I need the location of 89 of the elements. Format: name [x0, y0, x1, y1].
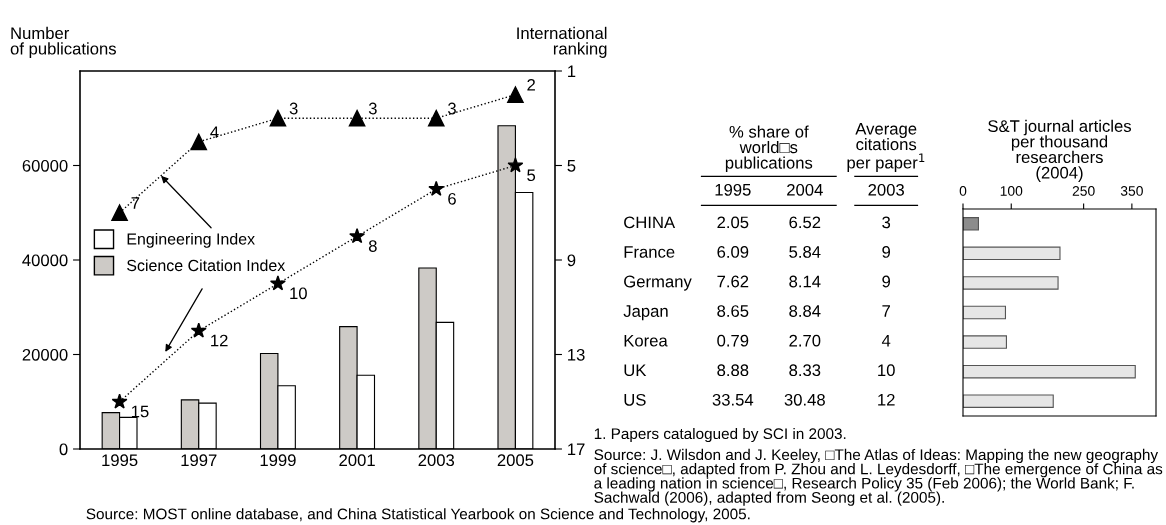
y2-tick-label: 13: [568, 348, 585, 361]
point: [190, 133, 208, 151]
data-label: 9: [882, 246, 891, 258]
x-tick-label: 2003: [418, 454, 455, 467]
x-tick-label: 2001: [339, 454, 375, 467]
data-label: 7.62: [717, 275, 749, 288]
data-label: 8.88: [717, 364, 749, 377]
data-label: 8: [368, 240, 377, 252]
text: Average citations per paper$^{1}$: [847, 123, 925, 172]
point: [190, 322, 207, 338]
y-tick-label: 20000: [22, 348, 68, 361]
data-label: 3: [448, 102, 456, 115]
data-label: 30.48: [784, 393, 825, 406]
category-label: Germany: [624, 275, 692, 291]
category-label: UK: [624, 364, 647, 377]
x-tick-label: 350: [1120, 186, 1143, 196]
x-tick-label: 100: [1000, 186, 1023, 196]
x-tick-label: 250: [1072, 186, 1095, 196]
point: [269, 109, 287, 127]
data-label: 5.84: [789, 246, 821, 258]
chart-title: S&T journal articles per thousand researchers (2004): [988, 119, 1132, 182]
y2-axis-title: International ranking: [517, 26, 607, 58]
point: [111, 204, 128, 222]
data-label: 7: [882, 305, 890, 317]
data-label: 8.84: [789, 305, 821, 317]
data-label: 5: [527, 169, 536, 182]
data-label: 6: [448, 192, 456, 205]
x-tick-label: 1997: [181, 454, 217, 467]
data-label: 8.33: [789, 364, 821, 377]
data-label: 4: [881, 334, 891, 347]
point: [349, 228, 366, 244]
category-label: Korea: [624, 334, 668, 347]
point: [348, 109, 366, 127]
bar: [963, 217, 979, 231]
data-label: 0.79: [717, 334, 749, 347]
y-tick-label: 0: [59, 443, 68, 456]
data-label: 2.70: [789, 334, 821, 347]
category-label: Japan: [623, 305, 668, 321]
data-label: 12: [878, 393, 895, 406]
point: [269, 275, 286, 291]
data-label: 9: [882, 275, 891, 288]
legend-label: Science Citation Index: [127, 259, 286, 272]
point: [428, 180, 445, 196]
x-tick-label: 1999: [260, 454, 296, 467]
category-label: France: [624, 246, 675, 258]
data-label: 8.65: [717, 305, 749, 317]
data-label: 8.14: [789, 275, 821, 288]
data-label: 2: [527, 78, 535, 91]
data-label: 3: [882, 216, 891, 229]
y2-tick-label: 9: [567, 254, 576, 267]
y2-tick-label: 5: [567, 160, 576, 172]
y2-tick-label: 1: [568, 65, 576, 78]
text: 1. Papers catalogued by SCI in 2003.: [594, 427, 846, 443]
data-label: 6.52: [789, 216, 821, 229]
x-tick-label: 2005: [497, 454, 534, 467]
bar: [963, 335, 1007, 349]
point: [507, 157, 524, 173]
data-label: 4: [210, 126, 219, 138]
x-tick-label: 0: [959, 186, 967, 196]
text: % share of world□s publications: [725, 125, 813, 173]
source-note: Source: J. Wilsdon and J. Keeley, □The Atlas of Ideas: Mapping the new geography of science□, adapted from P. Zhou and L. Leydesdorff, □The emergence of China as a leading nation in science□, Research Policy 35 (Feb 2006); the World Bank; F. Sachwald (2006), adapted from Seong et al. (2005).: [594, 448, 1163, 506]
data-label: 15: [131, 405, 149, 418]
data-label: 6.09: [717, 246, 749, 258]
bar: [963, 364, 1136, 379]
data-label: 2.05: [717, 216, 749, 229]
bar: [963, 305, 1007, 320]
data-label: 33.54: [712, 393, 754, 406]
bar: [963, 276, 1059, 290]
data-label: 7: [131, 197, 140, 209]
y2-tick-label: 17: [568, 443, 585, 456]
legend-label: Engineering Index: [127, 232, 255, 248]
point: [507, 86, 524, 103]
data-label: 3: [368, 102, 377, 115]
bar: [963, 246, 1061, 261]
bar: [963, 394, 1054, 408]
category-label: CHINA: [624, 216, 676, 229]
source-note: Source: MOST online database, and China Statistical Yearbook on Science and Technology, 2005.: [86, 508, 750, 523]
text: 2004: [787, 183, 823, 196]
data-label: 12: [211, 334, 228, 347]
data-label: 10: [290, 287, 307, 300]
y-tick-label: 60000: [22, 159, 68, 172]
category-label: US: [624, 393, 646, 406]
data-label: 3: [289, 102, 298, 115]
data-label: 10: [878, 364, 895, 377]
y-tick-label: 40000: [22, 254, 68, 267]
y-axis-title: Number of publications: [10, 26, 116, 58]
point: [111, 393, 128, 409]
point: [427, 109, 445, 127]
x-tick-label: 1995: [102, 454, 138, 467]
